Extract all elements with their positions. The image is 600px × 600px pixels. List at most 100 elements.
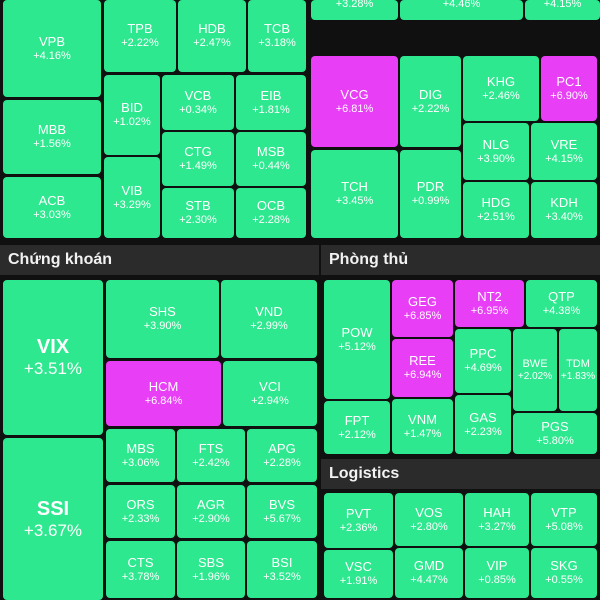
stock-ticker: HCM (148, 378, 179, 394)
stock-tile-qtp[interactable]: QTP +4.38% (526, 280, 597, 327)
stock-ticker: NT2 (477, 288, 502, 304)
stock-tile-sbs[interactable]: SBS +1.96% (177, 541, 245, 598)
stock-ticker: VCG (340, 86, 369, 102)
stock-tile-bvs[interactable]: BVS +5.67% (247, 485, 317, 538)
stock-tile-vos[interactable]: VOS +2.80% (395, 493, 463, 546)
stock-tile-vib[interactable]: VIB +3.29% (104, 157, 160, 238)
stock-change: +1.02% (113, 116, 151, 129)
stock-ticker: QTP (548, 288, 575, 304)
stock-tile-pvt[interactable]: PVT +2.36% (324, 493, 393, 548)
stock-tile-tdm[interactable]: TDM +1.83% (559, 329, 597, 411)
stock-tile-pow[interactable]: POW +5.12% (324, 280, 390, 399)
stock-tile-bsi[interactable]: BSI +3.52% (247, 541, 317, 598)
stock-change: +5.67% (263, 512, 301, 525)
stock-change: +2.90% (192, 512, 230, 525)
stock-change: +3.67% (23, 520, 83, 540)
stock-tile-skg[interactable]: SKG +0.55% (531, 548, 597, 598)
stock-tile-hdg[interactable]: HDG +2.51% (463, 182, 529, 238)
section-header-logistics[interactable]: Logistics (321, 459, 600, 489)
stock-tile-vpb[interactable]: VPB +4.16% (3, 0, 101, 97)
stock-tile-tcb[interactable]: TCB +3.18% (248, 0, 306, 72)
stock-tile-vcb[interactable]: VCB +0.34% (162, 75, 234, 130)
stock-tile-mbb[interactable]: MBB +1.56% (3, 100, 101, 174)
stock-ticker: PDR (416, 179, 445, 195)
stock-change: +6.84% (144, 394, 183, 407)
stock-ticker: ORS (126, 496, 155, 512)
stock-tile-fts[interactable]: FTS +2.42% (177, 429, 245, 482)
stock-tile-vix[interactable]: VIX +3.51% (3, 280, 103, 435)
stock-tile-kdh[interactable]: KDH +3.40% (531, 182, 597, 238)
stock-tile-vcg[interactable]: VCG +6.81% (311, 56, 398, 147)
stock-tile-acb[interactable]: ACB +3.03% (3, 177, 101, 238)
stock-tile-hcm[interactable]: HCM +6.84% (106, 361, 221, 426)
stock-tile-hdb[interactable]: HDB +2.47% (178, 0, 246, 72)
stock-change: +2.30% (179, 214, 217, 227)
stock-tile-vsc[interactable]: VSC +1.91% (324, 550, 393, 598)
stock-tile-bid[interactable]: BID +1.02% (104, 75, 160, 155)
stock-tile-tpb[interactable]: TPB +2.22% (104, 0, 176, 72)
stock-ticker: VOS (415, 504, 443, 520)
stock-tile-gmd[interactable]: GMD +4.47% (395, 548, 463, 598)
stock-change: +3.06% (121, 456, 160, 469)
stock-change: +2.23% (464, 425, 502, 438)
stock-tile-tch[interactable]: TCH +3.45% (311, 150, 398, 238)
stock-tile-ors[interactable]: ORS +2.33% (106, 485, 175, 538)
stock-tile-vnd[interactable]: VND +2.99% (221, 280, 317, 358)
stock-tile-fpt[interactable]: FPT +2.12% (324, 401, 390, 454)
stock-tile-partial[interactable]: +4.46% (400, 0, 523, 20)
stock-tile-vtp[interactable]: VTP +5.08% (531, 493, 597, 546)
stock-change: +1.47% (403, 427, 442, 440)
stock-tile-khg[interactable]: KHG +2.46% (463, 56, 539, 121)
stock-change: +3.51% (23, 359, 83, 379)
stock-change: +2.12% (338, 428, 376, 441)
stock-tile-ocb[interactable]: OCB +2.28% (236, 188, 306, 238)
section-header-chung-khoan[interactable]: Chứng khoán (0, 245, 319, 275)
stock-ticker: PGS (541, 418, 569, 434)
stock-ticker: VIB (121, 182, 143, 198)
stock-ticker: GEG (408, 293, 437, 309)
stock-ticker: REE (409, 353, 436, 369)
stock-ticker: VCI (259, 378, 281, 394)
stock-tile-apg[interactable]: APG +2.28% (247, 429, 317, 482)
stock-tile-nlg[interactable]: NLG +3.90% (463, 123, 529, 180)
stock-tile-partial[interactable]: +3.28% (311, 0, 398, 20)
stock-tile-partial[interactable]: +4.15% (525, 0, 600, 20)
stock-tile-gas[interactable]: GAS +2.23% (455, 395, 511, 454)
stock-tile-shs[interactable]: SHS +3.90% (106, 280, 219, 358)
stock-tile-vre[interactable]: VRE +4.15% (531, 123, 597, 180)
stock-tile-stb[interactable]: STB +2.30% (162, 188, 234, 238)
stock-tile-hah[interactable]: HAH +3.27% (465, 493, 529, 546)
stock-tile-vnm[interactable]: VNM +1.47% (392, 399, 453, 454)
stock-change: +0.44% (252, 160, 290, 173)
stock-tile-pdr[interactable]: PDR +0.99% (400, 150, 461, 238)
stock-tile-nt2[interactable]: NT2 +6.95% (455, 280, 524, 327)
stock-tile-cts[interactable]: CTS +3.78% (106, 541, 175, 598)
stock-change: +4.16% (33, 49, 71, 62)
stock-tile-msb[interactable]: MSB +0.44% (236, 132, 306, 186)
stock-tile-ssi[interactable]: SSI +3.67% (3, 438, 103, 600)
stock-tile-dig[interactable]: DIG +2.22% (400, 56, 461, 147)
stock-change: +1.83% (560, 370, 596, 382)
stock-ticker: VNM (408, 411, 437, 427)
stock-ticker: PPC (469, 346, 497, 362)
stock-tile-eib[interactable]: EIB +1.81% (236, 75, 306, 130)
section-header-phong-thu[interactable]: Phòng thủ (321, 245, 600, 275)
stock-tile-vip[interactable]: VIP +0.85% (465, 548, 529, 598)
stock-change: +4.46% (442, 0, 481, 10)
stock-ticker: CTS (127, 554, 154, 570)
stock-tile-mbs[interactable]: MBS +3.06% (106, 429, 175, 482)
stock-change: +2.99% (250, 320, 288, 333)
stock-tile-ctg[interactable]: CTG +1.49% (162, 132, 234, 186)
stock-tile-pgs[interactable]: PGS +5.80% (513, 413, 597, 454)
stock-tile-vci[interactable]: VCI +2.94% (223, 361, 317, 426)
stock-change: +2.47% (193, 37, 231, 50)
stock-ticker: VND (255, 304, 283, 320)
stock-tile-ppc[interactable]: PPC +4.69% (455, 329, 511, 393)
stock-change: +4.69% (464, 362, 502, 375)
stock-tile-pc1[interactable]: PC1 +6.90% (541, 56, 597, 121)
stock-ticker: VIP (486, 558, 508, 574)
stock-tile-ree[interactable]: REE +6.94% (392, 339, 453, 397)
stock-tile-bwe[interactable]: BWE +2.02% (513, 329, 557, 411)
stock-tile-geg[interactable]: GEG +6.85% (392, 280, 453, 337)
stock-tile-agr[interactable]: AGR +2.90% (177, 485, 245, 538)
